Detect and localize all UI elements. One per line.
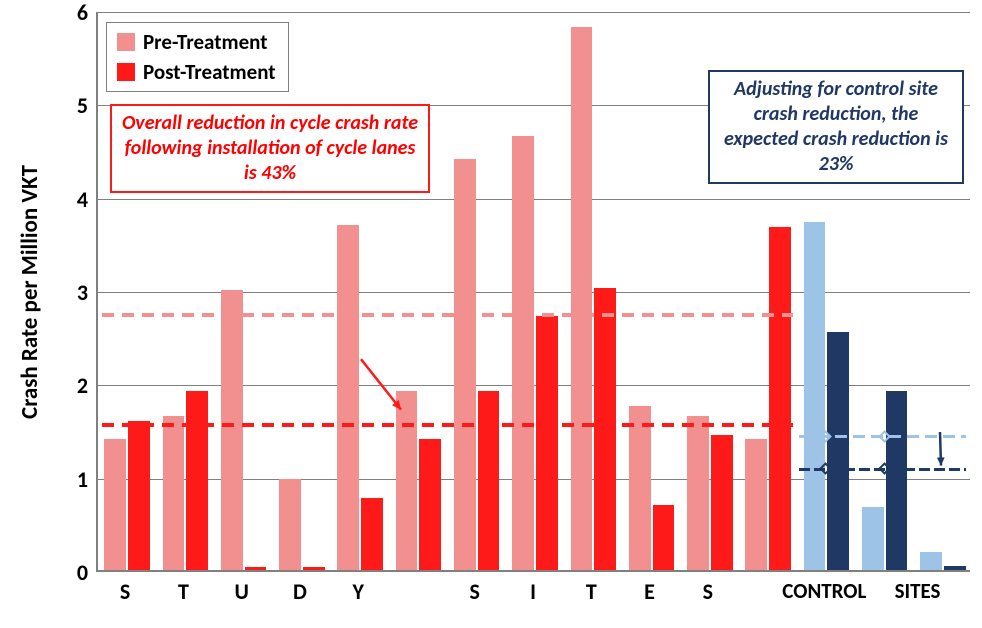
callout-red-text: Overall reduction in cycle crash rate fo… [122,111,418,185]
legend-item: Post-Treatment [117,59,276,85]
y-tick-label: 0 [58,559,88,586]
x-tick-label: U [222,578,262,605]
y-tick-label: 3 [58,279,88,306]
legend-item: Pre-Treatment [117,29,276,55]
y-tick-label: 6 [58,0,88,26]
x-tick-label: Y [338,578,378,605]
legend-label: Pre-Treatment [143,29,268,55]
x-tick-label: S [688,578,728,605]
y-tick-label: 5 [58,92,88,119]
x-tick-label: S [455,578,495,605]
y-tick-label: 2 [58,372,88,399]
x-tick-label: S [105,578,145,605]
callout-blue: Adjusting for control site crash reducti… [708,70,964,184]
legend-swatch [117,63,135,81]
x-tick-label: I [513,578,553,605]
x-tick-label: D [280,578,320,605]
crash-rate-chart: 0123456Crash Rate per Million VKTSTUDYSI… [0,0,982,628]
legend-swatch [117,33,135,51]
x-tick-label: E [630,578,670,605]
legend: Pre-Treatment Post-Treatment [106,22,289,92]
legend-label: Post-Treatment [143,59,276,85]
x-tick-label: T [571,578,611,605]
callout-blue-text: Adjusting for control site crash reducti… [724,77,948,176]
y-tick-label: 1 [58,466,88,493]
x-tick-label: T [163,578,203,605]
y-tick-label: 4 [58,186,88,213]
y-axis-title: Crash Rate per Million VKT [16,142,44,442]
callout-red: Overall reduction in cycle crash rate fo… [110,104,430,193]
x-tick-label-control: SITES [858,578,978,604]
